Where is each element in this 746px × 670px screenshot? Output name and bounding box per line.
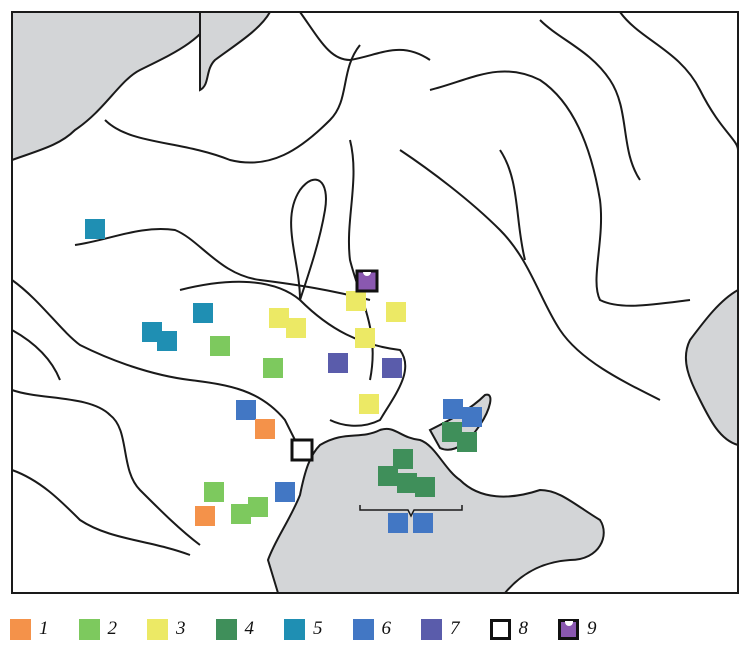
site-marker-type-4 — [378, 466, 398, 486]
map-frame — [11, 11, 739, 594]
legend-swatch — [147, 618, 168, 640]
site-marker-type-3 — [386, 302, 406, 322]
legend: 1 2 3 4 5 6 7 8 9 — [10, 618, 627, 640]
black-sea — [266, 427, 605, 594]
site-marker-type-1 — [255, 419, 275, 439]
site-marker-type-2 — [263, 358, 283, 378]
site-marker-type-1 — [195, 506, 215, 526]
baltic-sea — [11, 11, 217, 162]
site-marker-type-4 — [397, 473, 417, 493]
site-marker-type-2 — [204, 482, 224, 502]
legend-label: 2 — [107, 618, 118, 639]
site-marker-type-2 — [231, 504, 251, 524]
legend-item-6: 6 — [352, 618, 392, 640]
site-marker-type-4 — [393, 449, 413, 469]
legend-label: 7 — [450, 618, 460, 639]
site-marker-type-3 — [286, 318, 306, 338]
legend-label: 6 — [381, 618, 392, 639]
site-marker-type-7 — [328, 353, 348, 373]
legend-label: 5 — [313, 618, 323, 639]
legend-item-2: 2 — [78, 618, 118, 640]
site-marker-type-8 — [290, 438, 314, 462]
map — [11, 11, 739, 594]
site-marker-type-4 — [415, 477, 435, 497]
legend-item-1: 1 — [10, 618, 49, 640]
legend-swatch — [284, 618, 305, 640]
sea-areas — [11, 11, 739, 594]
legend-swatch — [78, 618, 100, 640]
site-marker-type-6 — [388, 513, 408, 533]
legend-label: 1 — [39, 618, 49, 639]
legend-swatch — [421, 618, 442, 640]
legend-label: 3 — [176, 618, 186, 639]
site-marker-type-5 — [157, 331, 177, 351]
site-marker-type-6 — [443, 399, 463, 419]
legend-item-3: 3 — [147, 618, 186, 640]
marker-notch — [363, 272, 371, 276]
legend-item-5: 5 — [284, 618, 323, 640]
site-marker-type-6 — [462, 407, 482, 427]
site-markers — [85, 219, 482, 533]
site-marker-type-3 — [269, 308, 289, 328]
site-marker-type-6 — [275, 482, 295, 502]
legend-swatch — [10, 618, 31, 640]
crimea-bracket — [359, 505, 463, 518]
legend-item-9: 9 — [558, 618, 597, 640]
site-marker-type-3 — [355, 328, 375, 348]
legend-swatch — [352, 618, 374, 640]
site-marker-type-3 — [359, 394, 379, 414]
legend-item-4: 4 — [215, 618, 255, 640]
legend-label: 9 — [587, 618, 597, 639]
site-marker-type-5 — [85, 219, 105, 239]
caspian-sea — [684, 288, 739, 447]
legend-swatch — [215, 618, 237, 640]
legend-item-8: 8 — [489, 618, 529, 640]
legend-label: 8 — [518, 618, 529, 639]
site-marker-type-3 — [346, 291, 366, 311]
baltic-gulf — [199, 11, 272, 92]
site-marker-type-4 — [457, 432, 477, 452]
site-marker-type-6 — [236, 400, 256, 420]
legend-item-7: 7 — [421, 618, 460, 640]
rivers — [11, 11, 739, 556]
legend-swatch — [558, 618, 579, 640]
legend-swatch — [489, 618, 511, 640]
site-marker-type-7 — [382, 358, 402, 378]
site-marker-type-2 — [248, 497, 268, 517]
legend-label: 4 — [244, 618, 255, 639]
site-marker-type-2 — [210, 336, 230, 356]
site-marker-type-6 — [413, 513, 433, 533]
site-marker-type-9 — [355, 269, 379, 293]
site-marker-type-5 — [193, 303, 213, 323]
